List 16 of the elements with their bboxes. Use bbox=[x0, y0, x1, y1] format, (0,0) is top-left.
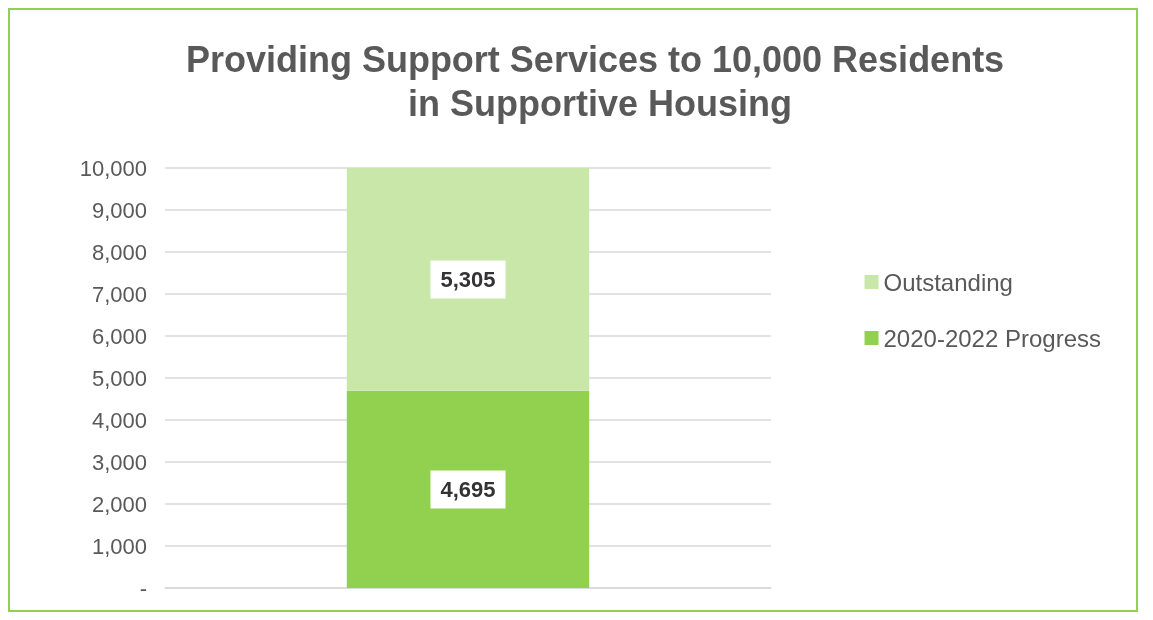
data-label: 4,695 bbox=[440, 476, 496, 502]
y-tick-label: 9,000 bbox=[91, 197, 147, 223]
y-tick-label: 4,000 bbox=[91, 407, 147, 433]
legend-label: Outstanding bbox=[883, 268, 1013, 296]
chart-title: Providing Support Services to 10,000 Residents in Supportive Housing bbox=[185, 38, 1005, 124]
y-tick-label: 6,000 bbox=[91, 323, 147, 349]
data-label: 5,305 bbox=[440, 266, 496, 292]
y-tick-label: 5,000 bbox=[91, 365, 147, 391]
y-tick-label: 8,000 bbox=[91, 239, 147, 265]
y-tick-label: 7,000 bbox=[91, 281, 147, 307]
legend-label: 2020-2022 Progress bbox=[883, 324, 1102, 352]
y-tick-label: 10,000 bbox=[79, 155, 147, 181]
y-tick-label: 1,000 bbox=[91, 533, 147, 559]
y-tick-label: 3,000 bbox=[91, 449, 147, 475]
y-tick-label: 2,000 bbox=[91, 491, 147, 517]
y-tick-label: - bbox=[139, 575, 147, 601]
